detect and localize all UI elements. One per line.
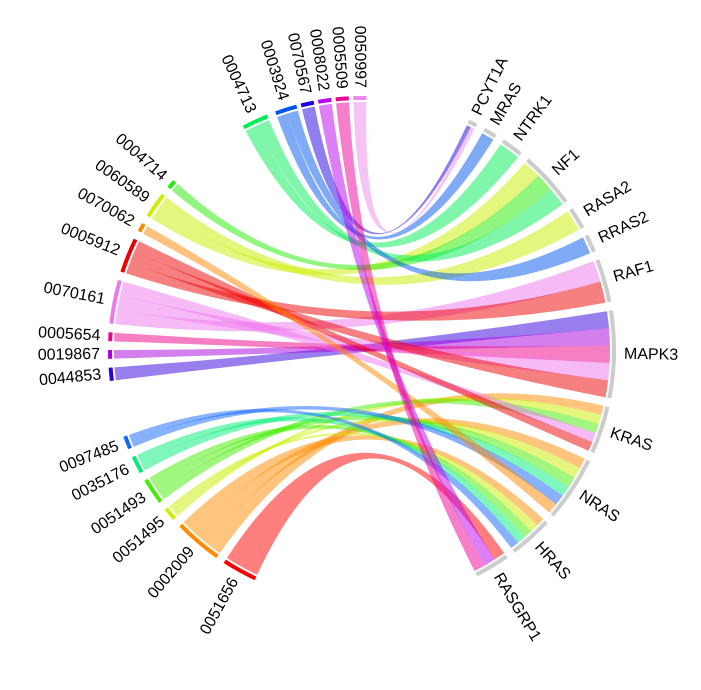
chord-ribbon-0003924-MRAS (277, 113, 494, 240)
gene-arc-RASA2 (569, 207, 585, 229)
chord-ribbon-0004713-NTRK1 (245, 125, 519, 248)
term-arc-0060589 (146, 193, 165, 218)
term-arc-0004714 (167, 180, 177, 190)
chord-ribbon-0004714-NF1 (172, 175, 552, 271)
gene-label-KRAS: KRAS (608, 425, 655, 455)
term-label-0003924: 0003924 (257, 38, 292, 103)
gene-label-HRAS: HRAS (531, 539, 573, 583)
term-arc-0003924 (275, 104, 298, 116)
term-label-0005509: 0005509 (328, 26, 350, 90)
chord-ribbon-0005912-RAF1 (126, 262, 606, 321)
chord-ribbon-0050997-PCYT1A (353, 101, 475, 234)
gene-label-RAF1: RAF1 (611, 258, 655, 286)
gene-arc-PCYT1A (467, 119, 478, 128)
chord-ribbon-0002009-KRAS (207, 393, 604, 554)
gene-arc-NRAS (550, 459, 591, 517)
gene-arc-MAPK3 (607, 310, 616, 399)
gene-arc-KRAS (590, 406, 610, 454)
gene-label-MAPK3: MAPK3 (624, 346, 679, 364)
gene-arc-NF1 (526, 158, 568, 204)
term-label-0050997: 0050997 (351, 26, 369, 89)
gene-arc-MRAS (483, 127, 497, 138)
term-label-0044853: 0044853 (38, 366, 102, 389)
sector-arc-layer (108, 96, 616, 581)
term-label-0005654: 0005654 (38, 324, 101, 344)
chord-ribbon-0051495-KRAS (174, 396, 602, 516)
term-arc-0051656 (223, 559, 257, 581)
chord-ribbon-0070161-RAF1 (115, 261, 601, 332)
chord-ribbon-0004713-NF1 (257, 120, 563, 262)
chord-ribbon-0051495-HRAS (169, 432, 538, 532)
gene-label-NF1: NF1 (549, 146, 583, 179)
chord-ribbon-0060589-RASA2 (158, 197, 579, 285)
gene-arc-RASGRP1 (475, 554, 508, 577)
chord-ribbon-0097485-HRAS (128, 408, 519, 549)
term-arc-0044853 (108, 367, 114, 381)
gene-label-RRAS2: RRAS2 (596, 209, 652, 247)
term-arc-0008022 (317, 97, 332, 104)
chord-ribbon-0008022-RASGRP1 (318, 103, 495, 566)
term-label-0002009: 0002009 (145, 543, 198, 601)
chord-ribbon-0070062-NRAS (143, 226, 557, 513)
gene-arc-RRAS2 (584, 234, 596, 253)
term-arc-0002009 (179, 523, 219, 559)
term-label-0004713: 0004713 (217, 52, 259, 116)
gene-label-RASA2: RASA2 (581, 178, 635, 220)
gene-arc-NTRK1 (501, 139, 522, 156)
chord-ribbon-0070161-KRAS (120, 281, 596, 443)
term-arc-0051493 (144, 478, 163, 503)
gene-arc-RAF1 (595, 258, 612, 303)
ribbon-layer (114, 101, 611, 575)
chord-ribbon-0070161-MAPK3 (117, 295, 610, 381)
gene-label-NRAS: NRAS (576, 487, 622, 526)
term-arc-0035176 (131, 455, 144, 474)
term-label-0005912: 0005912 (58, 220, 122, 259)
term-arc-0005912 (120, 238, 138, 273)
chord-ribbon-0005912-KRAS (134, 241, 593, 451)
chord-ribbon-0005912-MAPK3 (129, 251, 609, 398)
term-arc-0051495 (164, 507, 177, 520)
term-label-0051656: 0051656 (197, 575, 242, 638)
term-arc-0097485 (123, 435, 132, 450)
gene-arc-HRAS (512, 520, 548, 553)
gene-label-RASGRP1: RASGRP1 (490, 570, 544, 644)
term-arc-0070161 (109, 279, 122, 324)
chord-ribbon-0005509-RASGRP1 (336, 102, 485, 571)
term-arc-0005509 (335, 96, 349, 102)
term-label-0070161: 0070161 (42, 280, 106, 309)
term-label-0019867: 0019867 (38, 346, 101, 364)
chord-ribbon-0002009-HRAS (183, 435, 544, 534)
term-arc-0070567 (300, 100, 315, 108)
term-arc-0004713 (242, 114, 269, 130)
term-arc-0070062 (137, 222, 146, 233)
chord-ribbon-0019867-MAPK3 (114, 328, 610, 359)
